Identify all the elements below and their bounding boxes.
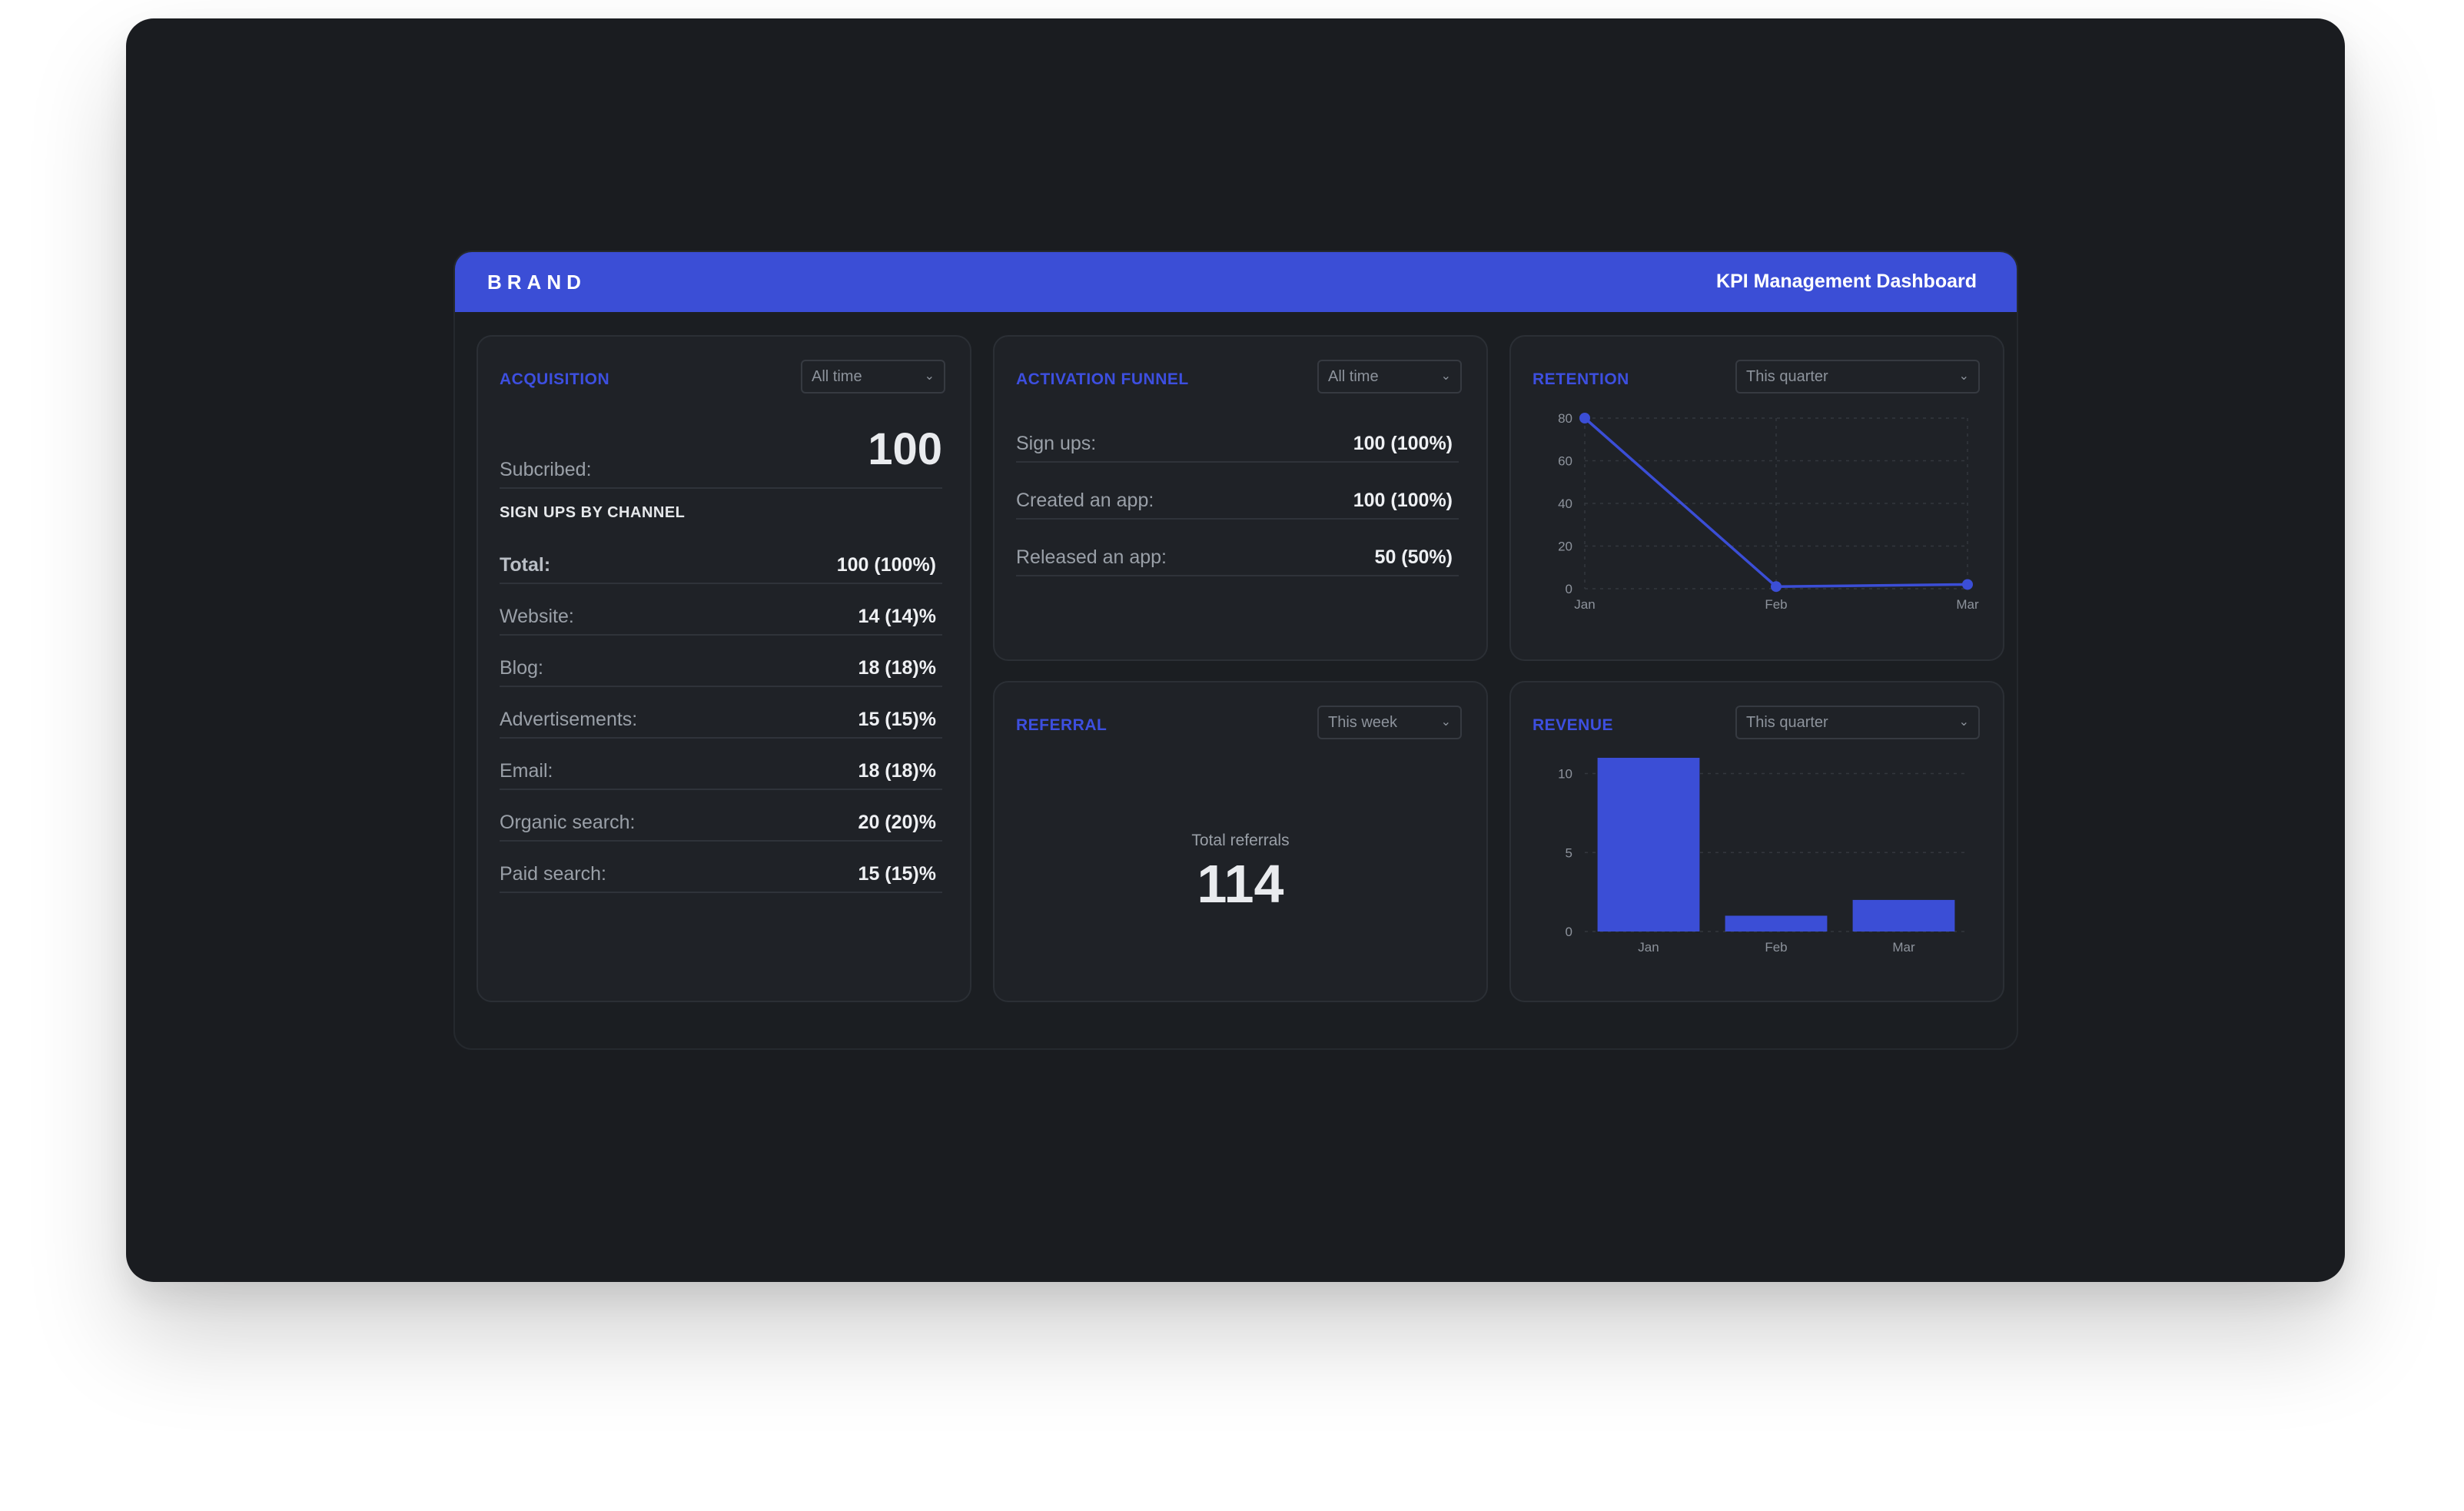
row-label: Blog:	[500, 657, 543, 679]
list-item: Released an app: 50 (50%)	[1016, 526, 1459, 576]
revenue-card: REVENUE This quarter ⌄ 0 5 10 Jan Feb Mar	[1509, 681, 2004, 1002]
data-point	[1771, 581, 1782, 593]
subscribed-value: 100	[868, 424, 942, 474]
row-value: 18 (18)%	[858, 760, 936, 782]
chevron-down-icon: ⌄	[1958, 716, 1969, 729]
row-value: 15 (15)%	[858, 709, 936, 730]
y-tick-label: 80	[1558, 411, 1572, 426]
list-item: Organic search: 20 (20)%	[500, 791, 942, 842]
referral-period-select[interactable]: This week ⌄	[1317, 706, 1462, 739]
brand-logo[interactable]: BRAND	[487, 271, 586, 294]
revenue-period-select[interactable]: This quarter ⌄	[1735, 706, 1980, 739]
row-value: 100 (100%)	[836, 554, 936, 576]
list-item: Advertisements: 15 (15)%	[500, 688, 942, 739]
row-label: Email:	[500, 760, 553, 782]
list-item: Website: 14 (14)%	[500, 585, 942, 636]
bar	[1852, 899, 1955, 932]
select-value: This quarter	[1746, 368, 1828, 385]
y-tick-label: 5	[1566, 845, 1572, 860]
select-value: This quarter	[1746, 714, 1828, 731]
x-tick-label: Feb	[1765, 940, 1787, 955]
y-tick-label: 0	[1566, 925, 1572, 939]
x-tick-label: Feb	[1765, 597, 1787, 612]
data-point	[1962, 579, 1973, 590]
device-frame: BRAND KPI Management Dashboard ACQUISITI…	[126, 18, 2345, 1282]
row-label: Created an app:	[1016, 490, 1154, 511]
chevron-down-icon: ⌄	[1440, 370, 1451, 383]
card-title: ACTIVATION FUNNEL	[1016, 370, 1189, 388]
subscribed-row: Subcribed: 100	[500, 423, 942, 489]
activation-card: ACTIVATION FUNNEL All time ⌄ Sign ups: 10…	[993, 335, 1488, 661]
x-tick-label: Jan	[1574, 597, 1595, 612]
acquisition-period-select[interactable]: All time ⌄	[801, 360, 945, 394]
retention-card: RETENTION This quarter ⌄ 0 20 40 60 80 Jan Feb…	[1509, 335, 2004, 661]
row-value: 18 (18)%	[858, 657, 936, 679]
y-tick-label: 0	[1566, 582, 1572, 596]
subscribed-label: Subcribed:	[500, 459, 592, 480]
chevron-down-icon: ⌄	[924, 370, 935, 383]
x-tick-label: Mar	[1956, 597, 1979, 612]
y-tick-label: 10	[1558, 767, 1572, 782]
y-tick-label: 20	[1558, 540, 1572, 554]
y-tick-label: 40	[1558, 496, 1572, 511]
y-tick-label: 60	[1558, 454, 1572, 469]
select-value: All time	[812, 368, 862, 385]
row-label: Total:	[500, 554, 551, 576]
row-label: Organic search:	[500, 812, 636, 833]
x-tick-label: Jan	[1638, 940, 1659, 955]
list-item: Paid search: 15 (15)%	[500, 842, 942, 893]
row-label: Advertisements:	[500, 709, 638, 730]
bar	[1725, 915, 1828, 932]
x-tick-label: Mar	[1892, 940, 1915, 955]
row-label: Paid search:	[500, 863, 606, 885]
list-item: Blog: 18 (18)%	[500, 636, 942, 687]
chevron-down-icon: ⌄	[1958, 370, 1969, 383]
acquisition-card: ACQUISITION All time ⌄ Subcribed: 100 SI…	[477, 335, 971, 1002]
bar	[1597, 758, 1700, 932]
channel-heading: SIGN UPS BY CHANNEL	[500, 504, 686, 521]
retention-line-chart: 0 20 40 60 80 Jan Feb Mar	[1558, 411, 1979, 612]
referral-card: REFERRAL This week ⌄ Total referrals 114	[993, 681, 1488, 1002]
list-item: Sign ups: 100 (100%)	[1016, 412, 1459, 463]
card-title: ACQUISITION	[500, 370, 610, 388]
list-item: Total: 100 (100%)	[500, 533, 942, 584]
card-title: RETENTION	[1533, 370, 1629, 388]
top-bar: BRAND KPI Management Dashboard	[455, 252, 2017, 312]
retention-period-select[interactable]: This quarter ⌄	[1735, 360, 1980, 394]
row-value: 14 (14)%	[858, 606, 936, 627]
select-value: This week	[1328, 714, 1398, 731]
chevron-down-icon: ⌄	[1440, 716, 1451, 729]
row-value: 15 (15)%	[858, 863, 936, 885]
row-value: 100 (100%)	[1353, 490, 1453, 511]
dashboard-window: BRAND KPI Management Dashboard ACQUISITI…	[453, 251, 2018, 1050]
row-value: 20 (20)%	[858, 812, 936, 833]
activation-period-select[interactable]: All time ⌄	[1317, 360, 1462, 394]
select-value: All time	[1328, 368, 1379, 385]
list-item: Email: 18 (18)%	[500, 739, 942, 790]
row-value: 50 (50%)	[1374, 546, 1453, 568]
data-point	[1579, 413, 1590, 423]
row-label: Website:	[500, 606, 574, 627]
card-title: REVENUE	[1533, 716, 1614, 734]
total-referrals-value: 114	[1197, 854, 1284, 914]
row-label: Sign ups:	[1016, 433, 1097, 454]
row-value: 100 (100%)	[1353, 433, 1453, 454]
total-referrals-label: Total referrals	[1191, 832, 1290, 849]
revenue-bar-chart: 0 5 10 Jan Feb Mar	[1558, 758, 1968, 955]
page-title: KPI Management Dashboard	[1716, 271, 1977, 292]
list-item: Created an app: 100 (100%)	[1016, 469, 1459, 520]
row-label: Released an app:	[1016, 546, 1167, 568]
card-title: REFERRAL	[1016, 716, 1107, 734]
